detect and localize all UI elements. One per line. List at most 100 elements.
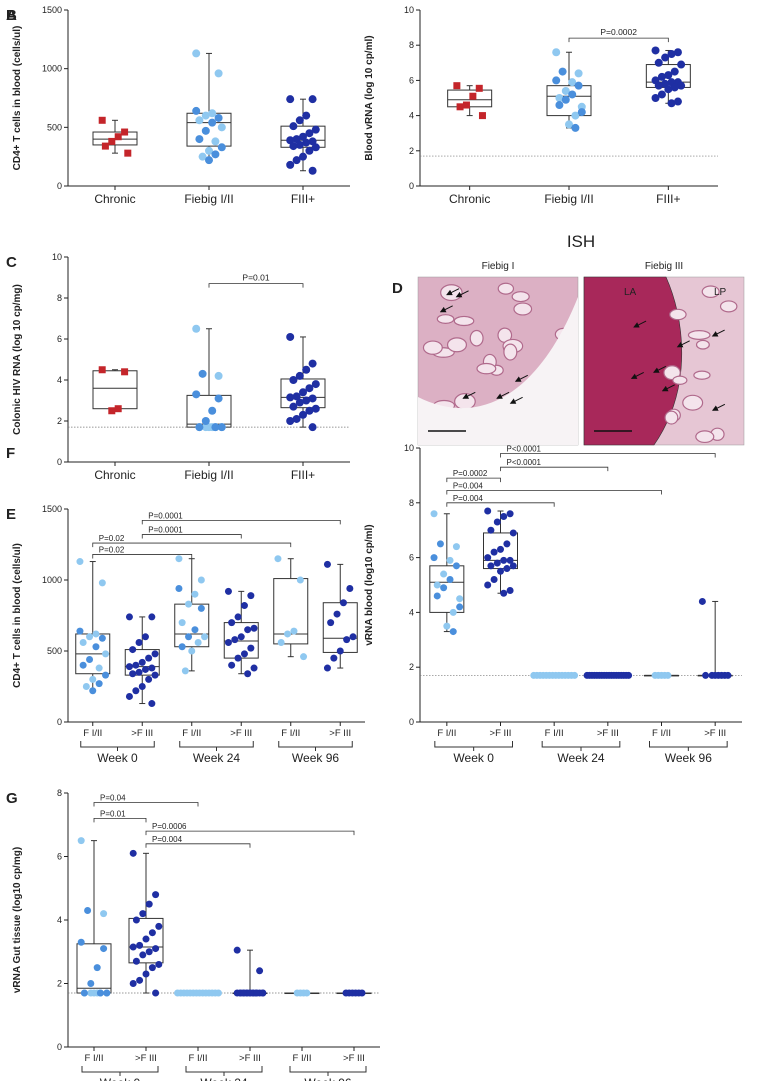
- image-label: Fiebig I: [482, 261, 515, 272]
- week-label: Week 0: [100, 1076, 141, 1081]
- point: [561, 86, 570, 95]
- point: [125, 613, 133, 621]
- panel-label: C: [6, 254, 17, 271]
- point: [198, 369, 207, 378]
- p-value: P=0.004: [453, 481, 484, 490]
- point: [667, 99, 676, 108]
- point: [205, 146, 213, 155]
- p-value: P=0.04: [100, 794, 126, 803]
- point: [205, 156, 213, 165]
- box: [92, 131, 138, 146]
- point: [95, 680, 103, 688]
- y-tick-label: 10: [404, 443, 414, 453]
- significance-bracket: [145, 843, 251, 848]
- y-tick-label: 1000: [42, 64, 62, 74]
- point: [487, 526, 495, 534]
- point: [571, 123, 580, 132]
- point: [497, 545, 504, 553]
- point: [484, 581, 492, 589]
- point: [308, 394, 317, 403]
- x-tick-label: >F III: [704, 728, 726, 739]
- point: [698, 597, 706, 605]
- point: [664, 671, 672, 679]
- point: [702, 671, 710, 679]
- histology-image: [583, 276, 745, 446]
- y-tick-label: 10: [52, 252, 62, 262]
- point: [155, 922, 163, 930]
- point: [286, 136, 295, 145]
- point: [433, 592, 441, 600]
- y-tick-label: 10: [404, 5, 414, 15]
- point: [300, 653, 308, 661]
- point: [90, 989, 98, 997]
- week-label: Week 96: [292, 751, 339, 765]
- point: [308, 359, 317, 368]
- point: [132, 687, 140, 695]
- point: [192, 324, 201, 333]
- panel-label: F: [6, 445, 15, 462]
- point: [84, 906, 92, 914]
- point: [178, 643, 186, 651]
- point: [452, 562, 460, 570]
- y-tick-label: 0: [409, 181, 414, 191]
- point: [87, 980, 95, 987]
- arrow: [676, 340, 690, 348]
- crypt: [719, 300, 738, 313]
- y-tick-label: 1500: [42, 504, 62, 514]
- point: [252, 989, 260, 997]
- point: [558, 67, 567, 76]
- week-label: Week 96: [665, 751, 712, 765]
- point: [503, 565, 511, 573]
- point: [148, 929, 156, 937]
- point: [234, 654, 242, 662]
- point: [100, 945, 108, 953]
- week-bracket: [541, 741, 621, 751]
- point: [77, 837, 85, 845]
- x-tick-label: Fiebig I/II: [184, 468, 233, 482]
- point: [284, 630, 292, 638]
- point: [292, 135, 301, 144]
- point: [346, 585, 354, 593]
- point: [333, 610, 341, 618]
- point: [197, 604, 205, 612]
- point: [142, 970, 150, 978]
- week-bracket: [289, 1066, 367, 1076]
- point: [493, 518, 501, 526]
- point: [259, 989, 267, 997]
- p-value: P=0.004: [453, 494, 484, 503]
- point: [129, 980, 137, 987]
- crypt: [682, 394, 704, 411]
- point: [625, 671, 633, 679]
- lymphoid-aggregate: [583, 276, 683, 446]
- point: [430, 554, 438, 562]
- point: [247, 644, 255, 652]
- significance-bracket: [500, 453, 716, 458]
- point: [571, 111, 580, 120]
- point: [654, 58, 663, 67]
- point: [76, 627, 84, 635]
- point: [208, 118, 217, 127]
- point: [295, 371, 304, 380]
- point: [197, 576, 205, 584]
- x-tick-label: Chronic: [94, 192, 135, 206]
- x-tick-label: Chronic: [449, 192, 490, 206]
- point: [577, 108, 586, 117]
- point: [555, 94, 564, 102]
- point: [456, 103, 464, 111]
- point: [198, 152, 207, 161]
- point: [509, 529, 517, 537]
- week-label: Week 24: [193, 751, 240, 765]
- point: [286, 160, 295, 169]
- point: [657, 72, 666, 81]
- point: [497, 567, 504, 575]
- crypt: [672, 375, 688, 385]
- point: [139, 951, 147, 959]
- point: [151, 671, 159, 679]
- point: [102, 650, 110, 658]
- region-label: LA: [624, 287, 637, 298]
- point: [330, 654, 338, 662]
- point: [311, 404, 320, 413]
- point: [98, 116, 106, 124]
- y-tick-label: 4: [57, 375, 62, 385]
- y-tick-label: 6: [409, 75, 414, 85]
